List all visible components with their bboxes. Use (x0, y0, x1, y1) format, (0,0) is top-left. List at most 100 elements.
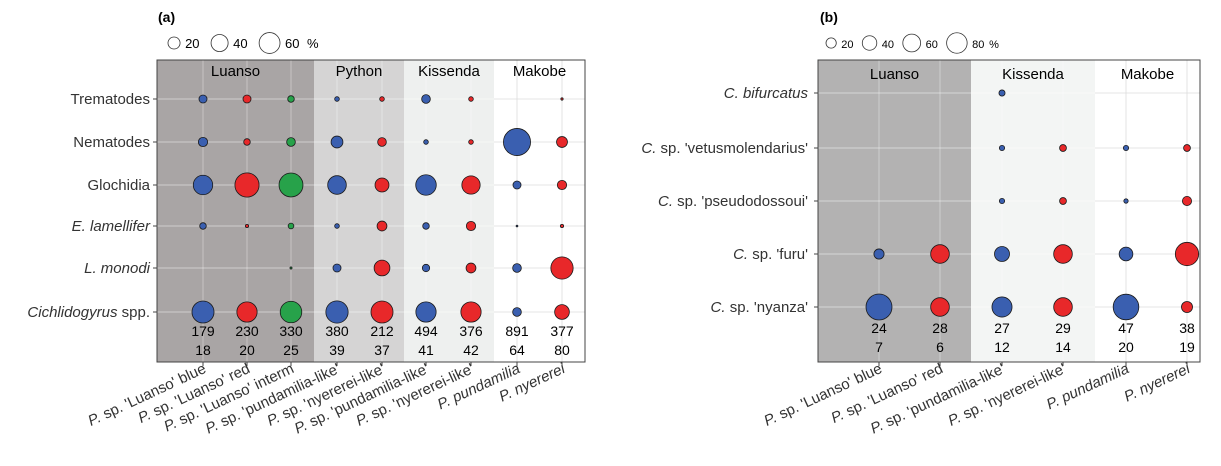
bubble (1112, 293, 1140, 321)
legend-circle (210, 34, 229, 52)
count-label: 20 (239, 342, 255, 358)
count-label: 37 (374, 342, 390, 358)
bubble (370, 300, 394, 324)
count-label: 20 (1118, 339, 1134, 355)
bubble (1182, 196, 1192, 206)
bubble (289, 266, 293, 270)
row-label: L. monodi (84, 260, 151, 277)
count-label: 38 (1179, 320, 1195, 336)
bubble (279, 300, 303, 324)
count-label: 6 (936, 339, 944, 355)
panel-a: (a) 20 40 60 % Luanso Python Kissenda Makobe Trem… (27, 9, 586, 437)
count-label: 330 (279, 323, 303, 339)
bubble (930, 244, 950, 264)
legend-unit: % (307, 36, 319, 51)
count-label: 80 (554, 342, 570, 358)
bubble (930, 297, 950, 317)
bubble (423, 139, 429, 145)
bubble (234, 172, 260, 198)
bubble (1053, 244, 1073, 264)
bubble (422, 222, 430, 230)
bubble (468, 139, 474, 145)
row-label: Glochidia (87, 177, 150, 194)
bubble (998, 89, 1006, 97)
bubble (998, 197, 1006, 205)
legend-value: 40 (233, 36, 247, 51)
count-label: 42 (463, 342, 479, 358)
count-label: 25 (283, 342, 299, 358)
legend-circle (946, 32, 968, 54)
bubble (334, 96, 340, 102)
bubble (1123, 198, 1129, 204)
bubble (330, 135, 344, 149)
bubble (334, 223, 340, 229)
count-label: 18 (195, 342, 211, 358)
legend-value: 40 (882, 39, 894, 51)
bubble (1118, 246, 1134, 262)
site-label: Makobe (1121, 66, 1174, 83)
bubble (515, 224, 519, 228)
bubble (332, 263, 342, 273)
count-label: 47 (1118, 320, 1134, 336)
bubble (191, 300, 215, 324)
site-label: Luanso (211, 63, 260, 80)
row-label: Trematodes (71, 91, 150, 108)
row-label: C. sp. 'furu' (733, 246, 808, 263)
site-band (818, 60, 971, 362)
bubble (865, 293, 893, 321)
legend-value: 20 (841, 39, 853, 51)
row-label: Nematodes (73, 134, 150, 151)
bubble (199, 222, 207, 230)
bubble (465, 262, 477, 274)
legend-value: 60 (285, 36, 299, 51)
legend-circle (258, 32, 281, 54)
row-label: Cichlidogyrus spp. (27, 304, 150, 321)
bubble (994, 246, 1010, 262)
legend-circle (861, 35, 878, 51)
site-band (494, 60, 585, 362)
bubble (287, 222, 295, 230)
count-label: 41 (418, 342, 434, 358)
bubble (559, 223, 565, 229)
bubble (461, 175, 481, 195)
bubble (192, 174, 214, 196)
bubble (242, 94, 252, 104)
bubble (243, 138, 251, 146)
bubble (460, 301, 482, 323)
bubble (1181, 301, 1193, 313)
site-label: Luanso (870, 66, 919, 83)
bubble (327, 175, 347, 195)
bubble (1174, 241, 1200, 267)
legend-value: 80 (972, 39, 984, 51)
panel-b: (b) 20 40 60 80 % Luanso Kissenda Makobe C. bifur… (641, 9, 1201, 437)
bubble (244, 223, 250, 229)
size-legend: 20 40 60% (167, 32, 319, 54)
bubble (198, 94, 208, 104)
count-label: 64 (509, 342, 525, 358)
bubble (236, 301, 258, 323)
bubble (377, 137, 387, 147)
bubble (286, 137, 296, 147)
bubble (376, 220, 388, 232)
column-label: P. nyererei (1122, 360, 1194, 406)
site-band (1095, 60, 1200, 362)
count-label: 27 (994, 320, 1010, 336)
bubble (379, 96, 385, 102)
count-label: 24 (871, 320, 887, 336)
bubble (421, 263, 431, 273)
count-label: 377 (550, 323, 574, 339)
legend-value: 20 (185, 36, 199, 51)
bubble (197, 136, 209, 148)
plot-border (156, 59, 586, 363)
legend-circle (902, 33, 922, 53)
bubble (554, 304, 570, 320)
legend-unit: % (989, 39, 999, 51)
bubble (1122, 144, 1130, 152)
bubble (373, 259, 391, 277)
row-label: C. sp. 'pseudodossoui' (658, 193, 808, 210)
site-label: Kissenda (418, 63, 480, 80)
bubble (415, 301, 437, 323)
bubble (550, 256, 574, 280)
bubble (374, 177, 390, 193)
